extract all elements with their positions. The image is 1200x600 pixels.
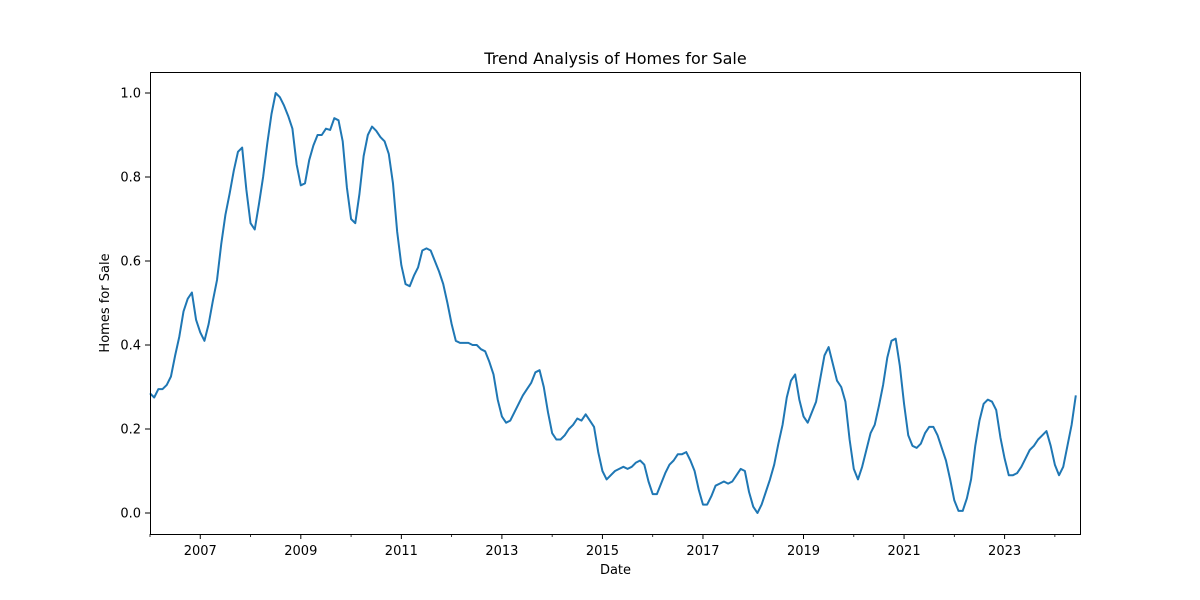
x-tick-label: 2011 [385,544,418,559]
y-tick-label: 0.0 [120,507,141,522]
x-tick-label: 2015 [586,544,619,559]
series-line [149,92,1077,514]
y-axis-label: Homes for Sale [98,253,113,352]
x-tick-label: 2019 [787,544,820,559]
x-tick-label: 2017 [686,544,719,559]
x-tick-label: 2013 [485,544,518,559]
plot-area [149,92,1077,514]
x-axis-label: Date [600,563,631,578]
x-axis: 2007 2009 2011 2013 2015 2017 2019 2021 2023 [149,534,1056,559]
x-tick-label: 2007 [184,544,217,559]
y-tick-label: 0.4 [120,339,141,354]
x-tick-label: 2023 [988,544,1021,559]
x-tick-label: 2021 [888,544,921,559]
y-tick-label: 0.6 [120,255,141,270]
y-axis: 0.0 0.2 0.4 0.6 0.8 1.0 [120,87,150,522]
chart-title: Trend Analysis of Homes for Sale [483,49,746,68]
x-tick-label: 2009 [284,544,317,559]
plot-frame [150,72,1081,535]
y-tick-label: 1.0 [120,87,141,102]
y-tick-label: 0.2 [120,423,141,438]
y-tick-label: 0.8 [120,171,141,186]
